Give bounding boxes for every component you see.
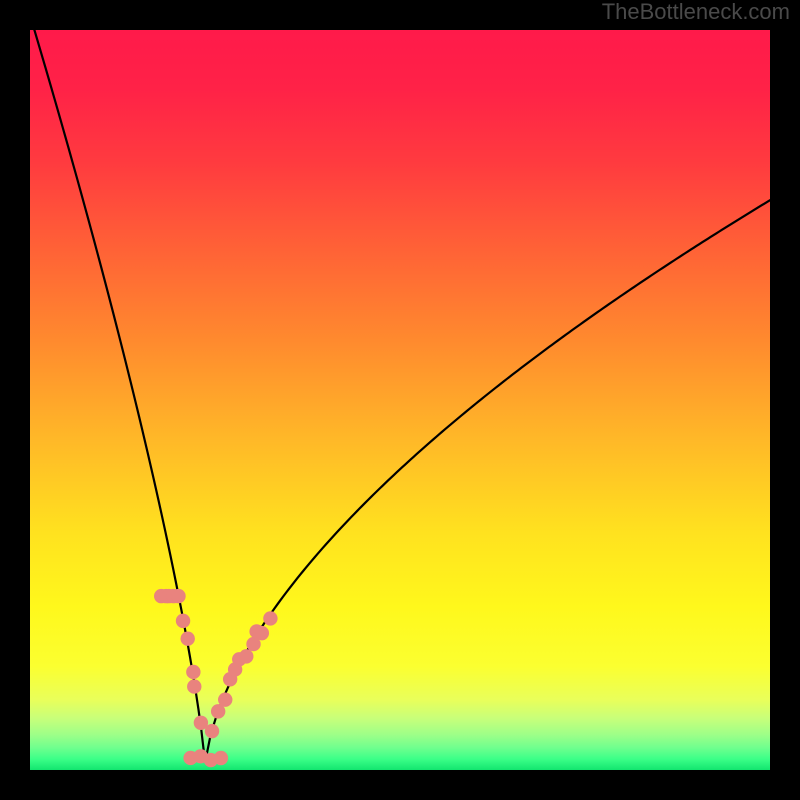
plot-background [30,30,770,770]
watermark-text: TheBottleneck.com [602,0,790,24]
data-point [186,665,200,679]
bottleneck-chart [30,30,770,770]
data-point [255,626,269,640]
data-point [218,692,232,706]
figure-root: TheBottleneck.com [0,0,800,800]
data-point [214,751,228,765]
data-point [181,631,195,645]
data-point [171,589,185,603]
data-point [205,724,219,738]
data-point [187,679,201,693]
data-point [239,649,253,663]
data-point [176,614,190,628]
data-point [263,611,277,625]
